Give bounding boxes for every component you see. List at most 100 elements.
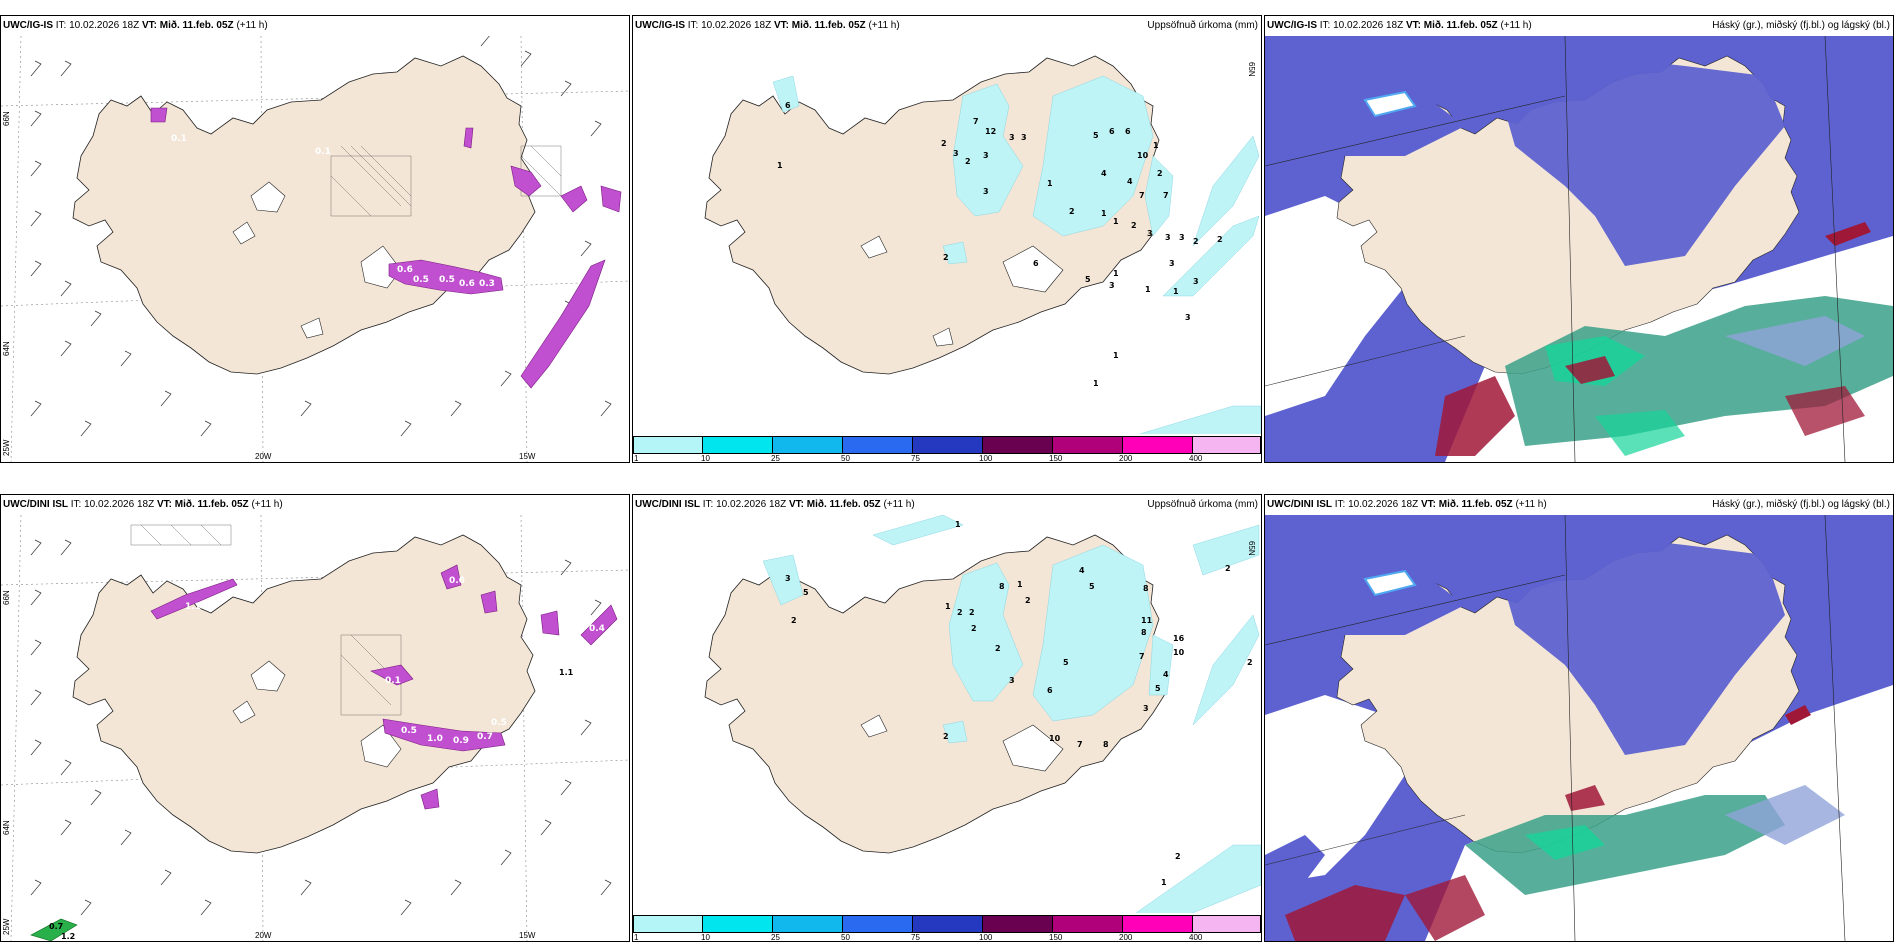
- svg-text:0.6: 0.6: [449, 576, 465, 586]
- colorbar-swatch: [1053, 436, 1123, 454]
- svg-text:0.7: 0.7: [49, 922, 63, 931]
- wind-barbs: [30, 539, 612, 916]
- cloud-fill: [1265, 705, 1845, 941]
- wind-speed-labels: 1.1 0.6 0.4 0.1 0.5 1.0 0.9 0.7 0.5 1.1 …: [49, 576, 605, 941]
- svg-text:1: 1: [1101, 209, 1107, 218]
- svg-text:3: 3: [1185, 313, 1191, 322]
- svg-text:11: 11: [1141, 616, 1153, 625]
- svg-text:1: 1: [1145, 285, 1151, 294]
- svg-text:2: 2: [1157, 169, 1163, 178]
- svg-text:1: 1: [1047, 179, 1053, 188]
- svg-text:2: 2: [971, 624, 977, 633]
- svg-text:0.5: 0.5: [401, 726, 417, 736]
- svg-text:8: 8: [1141, 628, 1147, 637]
- svg-text:3: 3: [1009, 133, 1015, 142]
- svg-text:0.5: 0.5: [439, 275, 455, 285]
- svg-text:2: 2: [965, 157, 971, 166]
- wind-map: 1.1 0.6 0.4 0.1 0.5 1.0 0.9 0.7 0.5 1.1 …: [1, 515, 629, 941]
- lat-label: 25W: [2, 918, 11, 935]
- svg-text:2: 2: [969, 608, 975, 617]
- colorbar-tick: 75: [911, 454, 920, 463]
- lon-label: 15W: [519, 931, 536, 940]
- svg-text:1: 1: [1113, 217, 1119, 226]
- lon-label: 20W: [255, 931, 272, 940]
- lat-label: 66N: [2, 111, 11, 126]
- svg-text:5: 5: [803, 588, 809, 597]
- panel-title: UWC/IG-IS IT: 10.02.2026 18Z VT: Mið. 11…: [3, 20, 268, 31]
- precip-amount-labels: 1 2 1 2 2 3 5 2 8 1 2 4 5 8 11 8 7 16 10…: [785, 520, 1253, 887]
- colorbar-swatch: [983, 915, 1053, 933]
- svg-text:7: 7: [1163, 191, 1169, 200]
- svg-text:0.1: 0.1: [385, 676, 401, 686]
- colorbar-tick: 25: [771, 454, 780, 463]
- panel-field-title: Háský (gr.), miðský (fj.bl.) og lágský (…: [1712, 20, 1890, 31]
- svg-text:3: 3: [983, 187, 989, 196]
- lat-label: 25W: [2, 439, 11, 456]
- svg-text:5: 5: [1085, 275, 1091, 284]
- lat-label: 65N: [1247, 62, 1257, 77]
- colorbar-swatch: [983, 436, 1053, 454]
- svg-text:4: 4: [1101, 169, 1107, 178]
- colorbar-tick: 200: [1119, 454, 1133, 463]
- svg-text:1: 1: [1113, 351, 1119, 360]
- svg-text:1: 1: [1161, 878, 1167, 887]
- svg-text:12: 12: [985, 127, 996, 136]
- panel-field-title: Uppsöfnuð úrkoma (mm): [1147, 499, 1258, 510]
- map-panel-ig-is-wind: UWC/IG-IS IT: 10.02.2026 18Z VT: Mið. 11…: [0, 15, 630, 463]
- svg-text:1: 1: [1173, 287, 1179, 296]
- cloud-map: [1265, 36, 1893, 462]
- svg-text:1: 1: [1093, 379, 1099, 388]
- svg-text:7: 7: [1077, 740, 1083, 749]
- svg-text:2: 2: [957, 608, 963, 617]
- lat-label: 66N: [2, 590, 11, 605]
- panel-title: UWC/DINI ISL IT: 10.02.2026 18Z VT: Mið.…: [635, 499, 915, 510]
- colorbar-tick: 10: [701, 454, 710, 463]
- colorbar-swatch: [1123, 915, 1193, 933]
- svg-text:3: 3: [1143, 704, 1149, 713]
- colorbar-tick: 1: [634, 454, 639, 463]
- svg-text:1: 1: [945, 602, 951, 611]
- svg-text:10: 10: [1049, 734, 1061, 743]
- svg-text:5: 5: [1093, 131, 1099, 140]
- map-panel-dini-wind: UWC/DINI ISL IT: 10.02.2026 18Z VT: Mið.…: [0, 494, 630, 942]
- svg-text:2: 2: [1225, 564, 1231, 573]
- precip-colorbar: 1 10 25 50 75 100 150 200 400: [633, 913, 1261, 941]
- svg-text:2: 2: [1025, 596, 1031, 605]
- svg-text:8: 8: [999, 582, 1005, 591]
- lon-label: 15W: [519, 452, 536, 461]
- colorbar-swatch: [843, 436, 913, 454]
- lat-label: 64N: [2, 341, 11, 356]
- svg-text:8: 8: [1143, 584, 1149, 593]
- svg-text:3: 3: [1147, 229, 1153, 238]
- cloud-fill: [1435, 222, 1893, 456]
- map-panel-dini-cloud: UWC/DINI ISL IT: 10.02.2026 18Z VT: Mið.…: [1264, 494, 1894, 942]
- colorbar-tick: 1: [634, 933, 639, 942]
- map-panel-dini-precip: UWC/DINI ISL IT: 10.02.2026 18Z VT: Mið.…: [632, 494, 1262, 942]
- svg-text:2: 2: [1175, 852, 1181, 861]
- svg-text:0.9: 0.9: [453, 736, 469, 746]
- svg-text:6: 6: [785, 101, 791, 110]
- svg-text:2: 2: [943, 732, 949, 741]
- panel-title: UWC/DINI ISL IT: 10.02.2026 18Z VT: Mið.…: [3, 499, 283, 510]
- svg-text:0.6: 0.6: [397, 265, 413, 275]
- svg-text:1: 1: [955, 520, 961, 529]
- svg-text:0.4: 0.4: [589, 624, 605, 634]
- svg-text:1.1: 1.1: [559, 668, 574, 677]
- svg-text:0.5: 0.5: [413, 275, 429, 285]
- svg-text:1.0: 1.0: [427, 734, 443, 744]
- svg-text:7: 7: [1139, 652, 1145, 661]
- colorbar-swatch: [913, 915, 983, 933]
- wind-fill: [150, 107, 622, 389]
- svg-text:0.1: 0.1: [171, 134, 187, 144]
- colorbar-tick: 150: [1049, 454, 1063, 463]
- svg-text:5: 5: [1063, 658, 1069, 667]
- svg-text:1.1: 1.1: [185, 602, 201, 612]
- svg-text:1: 1: [1153, 141, 1159, 150]
- svg-text:6: 6: [1125, 127, 1131, 136]
- svg-text:3: 3: [785, 574, 791, 583]
- colorbar-swatch: [843, 915, 913, 933]
- svg-text:3: 3: [1179, 233, 1185, 242]
- svg-text:3: 3: [1009, 676, 1015, 685]
- svg-text:0.5: 0.5: [491, 718, 507, 728]
- svg-text:4: 4: [1127, 177, 1133, 186]
